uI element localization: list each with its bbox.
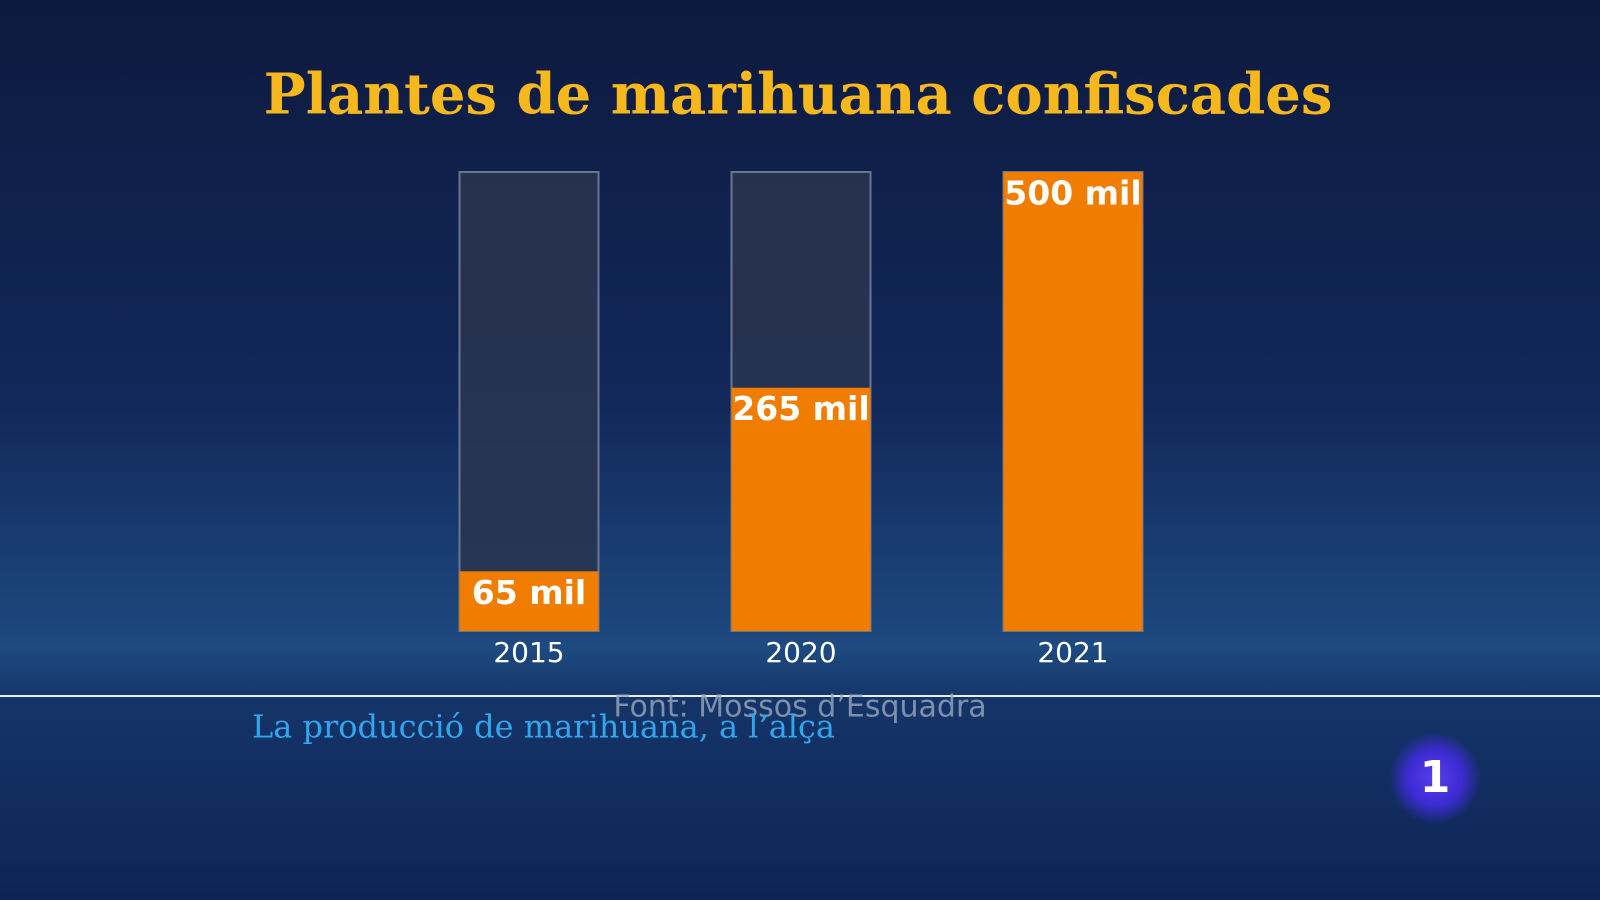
value-label: 265 mil (732, 389, 869, 428)
chart-title: Plantes de marihuana confiscades (264, 62, 1333, 128)
source: Font: Mossos d’Esquadra (613, 690, 986, 725)
logo: 1 (1420, 752, 1451, 803)
caption: La producció de marihuana, a l’alça (252, 708, 835, 746)
logo-glow (1389, 732, 1481, 824)
bar-track (458, 171, 600, 632)
value-label: 500 mil (1004, 174, 1141, 213)
bar (459, 571, 599, 631)
bar (731, 387, 871, 631)
bar (1003, 172, 1143, 631)
value-label: 65 mil (472, 573, 586, 612)
x-tick-label: 2020 (765, 636, 836, 669)
x-tick-label: 2021 (1037, 636, 1108, 669)
x-tick-label: 2015 (493, 636, 564, 669)
